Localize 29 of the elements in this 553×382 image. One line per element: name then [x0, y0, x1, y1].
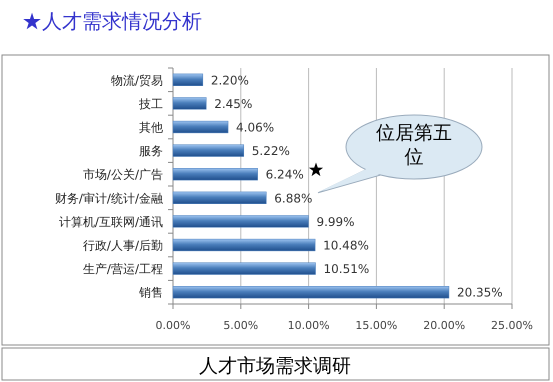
data-label: 10.48%: [323, 238, 369, 252]
y-tick-label: 行政/人事/后勤: [82, 238, 163, 252]
data-label: 5.22%: [252, 144, 290, 158]
y-tick-label: 服务: [139, 144, 163, 158]
x-tick-label: 10.00%: [288, 319, 330, 332]
y-tick-label: 销售: [138, 286, 163, 300]
text: 人才市场需求调研: [199, 355, 351, 377]
x-tick-label: 20.00%: [423, 319, 466, 332]
data-label: 6.88%: [274, 191, 312, 206]
data-label: 2.45%: [214, 96, 252, 111]
data-label: 9.99%: [316, 214, 355, 229]
y-tick-label: 物流/贸易: [110, 73, 163, 88]
data-label: 6.24%: [266, 168, 304, 182]
x-tick-label: 5.00%: [223, 319, 258, 332]
data-label: 2.20%: [210, 73, 249, 88]
data-label: 10.51%: [324, 262, 370, 276]
y-tick-label: 技工: [138, 96, 163, 111]
x-tick-label: 15.00%: [355, 319, 398, 332]
y-tick-label: 计算机/互联网/通讯: [58, 214, 163, 229]
y-tick-label: 生产/营运/工程: [82, 262, 163, 276]
data-label: 4.06%: [236, 120, 274, 134]
y-tick-label: 市场/公关/广告: [82, 168, 163, 182]
x-tick-label: 0.00%: [156, 319, 190, 332]
x-tick-label: 25.00%: [491, 319, 533, 332]
y-tick-label: 财务/审计/统计/金融: [54, 191, 163, 206]
annotation: 位居第五位: [375, 121, 453, 169]
chart-title: ★人才需求情况分析: [22, 9, 202, 33]
y-tick-label: 其他: [139, 120, 163, 134]
data-label: 20.35%: [456, 286, 503, 300]
